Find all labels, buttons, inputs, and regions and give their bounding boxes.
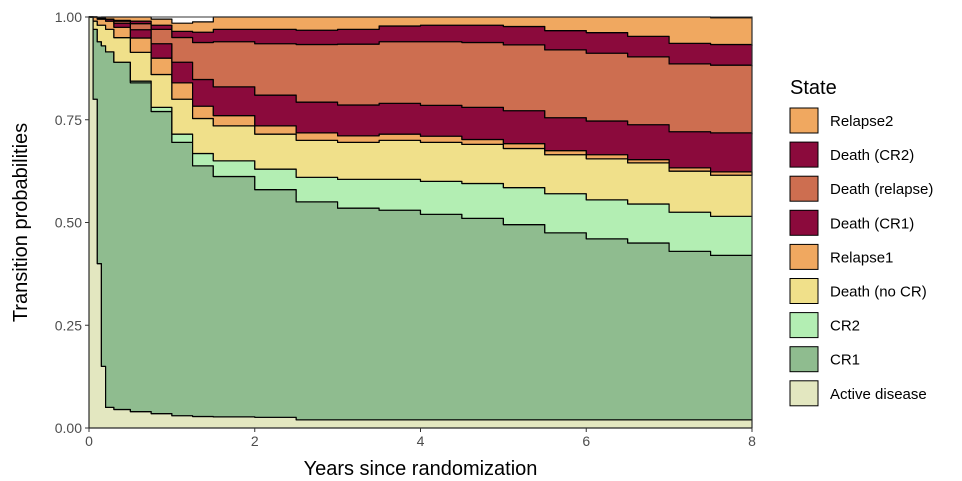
- x-tick-label: 8: [748, 433, 756, 449]
- legend-label-death-no-cr: Death (no CR): [830, 284, 927, 301]
- legend-label-death-cr2: Death (CR2): [830, 147, 914, 164]
- legend-key-death-cr2: [789, 141, 819, 168]
- legend-title: State: [790, 77, 837, 99]
- legend-label-cr1: CR1: [830, 352, 860, 369]
- x-tick-label: 2: [251, 433, 259, 449]
- legend-key-relapse1: [789, 243, 819, 270]
- legend-label-relapse1: Relapse1: [830, 249, 893, 266]
- y-axis: 0.00 0.25 0.50 0.75 1.00: [55, 9, 89, 436]
- legend-key-death-cr1: [789, 209, 819, 236]
- y-tick-label: 1.00: [55, 9, 82, 25]
- stacked-areas: [88, 16, 753, 429]
- y-tick-label: 0.25: [55, 317, 82, 333]
- legend-label-active-disease: Active disease: [830, 386, 927, 403]
- y-axis-title: Transition probabilities: [10, 123, 32, 322]
- x-tick-label: 6: [582, 433, 590, 449]
- legend-key-death-relapse: [789, 175, 819, 202]
- legend-label-death-cr1: Death (CR1): [830, 215, 914, 232]
- legend-key-relapse2: [789, 107, 819, 134]
- x-axis: 0 2 4 6 8: [85, 428, 756, 449]
- area-relapse2: [88, 16, 753, 47]
- legend-label-cr2: CR2: [830, 318, 860, 335]
- y-tick-label: 0.50: [55, 215, 82, 231]
- y-tick-label: 0.00: [55, 420, 82, 436]
- legend-key-cr1: [789, 346, 819, 373]
- legend-key-cr2: [789, 312, 819, 339]
- legend-key-death-no-cr: [789, 278, 819, 304]
- x-tick-label: 0: [85, 433, 93, 449]
- x-axis-title: Years since randomization: [304, 458, 538, 480]
- y-tick-label: 0.75: [55, 112, 82, 128]
- legend-label-relapse2: Relapse2: [830, 113, 893, 130]
- legend: State Relapse2 Death (CR2) Death (relapse)…: [789, 77, 933, 407]
- legend-key-active-disease: [789, 380, 819, 407]
- legend-label-death-relapse: Death (relapse): [830, 181, 933, 198]
- x-tick-label: 4: [417, 433, 425, 449]
